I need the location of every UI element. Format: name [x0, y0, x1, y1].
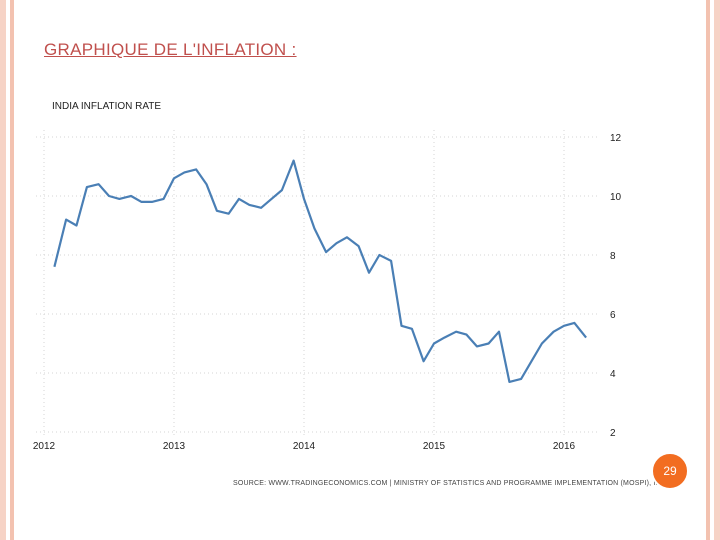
- x-tick-label: 2014: [293, 441, 316, 452]
- page-number-badge: 29: [651, 452, 689, 490]
- x-tick-label: 2012: [33, 441, 56, 452]
- x-tick-label: 2015: [423, 441, 446, 452]
- x-tick-label: 2016: [553, 441, 576, 452]
- y-tick-label: 12: [610, 133, 622, 144]
- slide-title: GRAPHIQUE DE L'INFLATION :: [44, 40, 297, 59]
- x-tick-label: 2013: [163, 441, 186, 452]
- series-line-india-inflation: [53, 159, 587, 383]
- y-tick-label: 2: [610, 428, 616, 439]
- y-tick-label: 4: [610, 369, 616, 380]
- y-tick-label: 10: [610, 192, 622, 203]
- y-tick-label: 8: [610, 251, 616, 262]
- y-tick-label: 6: [610, 310, 616, 321]
- slide-frame-right: [698, 0, 720, 540]
- chart-source: SOURCE: WWW.TRADINGECONOMICS.COM | MINIS…: [233, 480, 673, 487]
- slide-frame-left: [0, 0, 22, 540]
- chart-title: INDIA INFLATION RATE: [52, 101, 161, 112]
